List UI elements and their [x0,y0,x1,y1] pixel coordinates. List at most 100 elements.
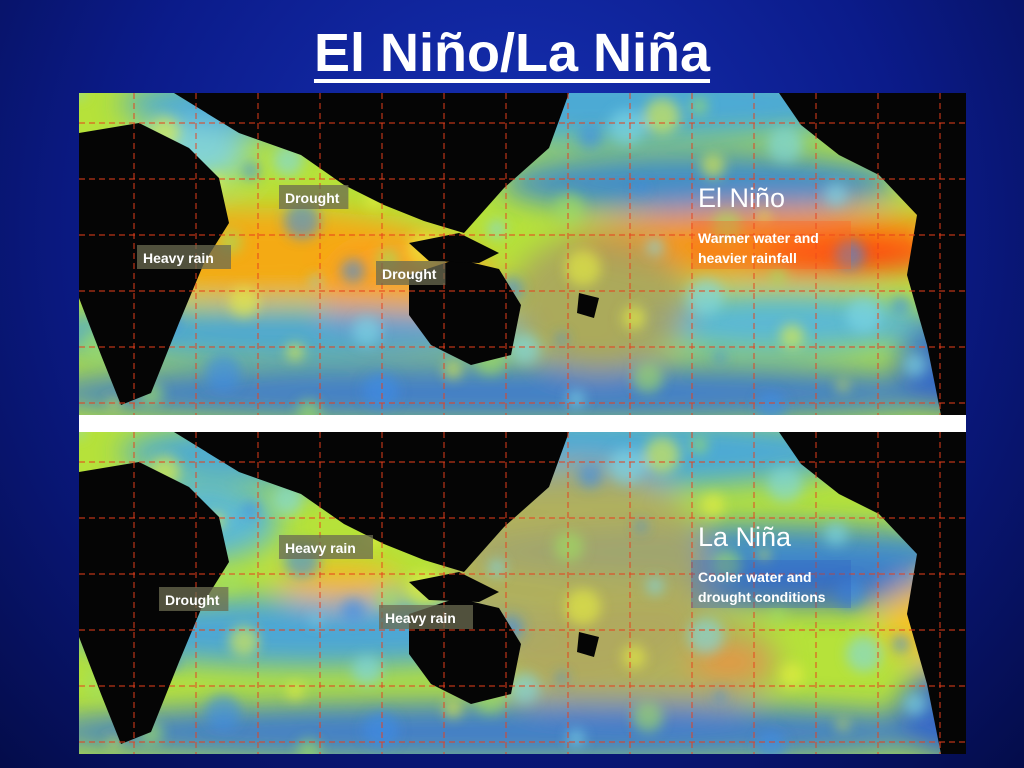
speckle [622,645,646,669]
speckle [578,125,602,149]
region-label: Heavy rain [143,250,214,266]
panel-heading: La Niña [698,522,792,552]
caption-box [691,221,851,269]
speckle [780,663,804,687]
speckle [556,333,568,345]
caption-line: Warmer water and [698,230,819,246]
sea-temperature [689,650,769,674]
region-label: Drought [285,190,340,206]
speckle [284,203,320,239]
landmass [779,432,966,754]
speckle [352,316,382,346]
speckle [646,238,664,256]
speckle [758,210,770,222]
speckle [297,739,321,754]
label-box [159,587,229,611]
map-image [79,93,966,415]
speckle [835,240,865,270]
caption-line: Cooler water and [698,569,812,585]
speckle [824,522,848,546]
speckle [242,501,260,519]
speckle [609,448,645,484]
speckle [903,353,927,377]
speckle [79,93,85,99]
map-panel: Heavy rain Drought Heavy rain La Niña Cooler… [79,432,966,754]
speckle [229,626,259,656]
speckle [622,306,646,330]
speckle [554,532,584,562]
sea-temperature [79,363,966,415]
speckle [690,436,708,454]
landmass [174,93,569,233]
speckle [756,731,786,754]
speckle [758,549,770,561]
panel-heading: El Niño [698,183,785,213]
speckle [780,324,804,348]
label-box [279,535,373,559]
speckle [635,520,647,532]
speckle [565,250,601,286]
speckle [286,343,304,361]
speckle [767,466,803,502]
speckle [273,146,303,176]
label-box [376,261,446,285]
speckle [701,493,725,517]
speckle [633,702,663,732]
speckle [578,464,602,488]
speckle [488,220,506,238]
speckle [565,589,601,625]
speckle [205,355,241,391]
speckle [644,98,680,134]
sea-temperature [79,702,966,754]
speckle [297,400,321,415]
speckle [567,390,585,408]
speckle [837,380,849,392]
speckle [892,296,910,314]
region-label: Heavy rain [285,540,356,556]
speckle [341,598,365,622]
speckle [444,700,462,718]
speckle [242,162,260,180]
speckle [310,614,322,626]
speckle [554,193,584,223]
speckle [273,485,303,515]
landmass [577,632,599,657]
speckle [712,211,742,241]
sea-temperature [509,233,689,373]
speckle [846,297,882,333]
speckle [633,363,663,393]
speckle [205,694,241,730]
speckle [556,672,568,684]
speckle [488,559,506,577]
speckle [837,719,849,731]
speckle [108,398,120,410]
sea-temperature [499,153,899,213]
speckle [341,259,365,283]
label-box [379,605,473,629]
speckle [701,154,725,178]
divider [79,412,966,432]
caption-line: drought conditions [698,589,826,605]
speckle [690,97,708,115]
speckle [903,692,927,716]
speckle [108,737,120,749]
speckle [767,127,803,163]
speckle [646,577,664,595]
speckle [644,437,680,473]
landmass [409,572,499,602]
speckle [824,183,848,207]
speckle [352,655,382,685]
speckle [835,579,865,609]
speckle [510,673,540,703]
speckle [229,287,259,317]
caption-box [691,560,851,608]
label-box [137,245,231,269]
speckle [363,712,399,748]
label-box [279,185,349,209]
speckle [846,636,882,672]
speckle [635,181,647,193]
landmass [174,432,569,572]
region-label: Drought [165,592,220,608]
